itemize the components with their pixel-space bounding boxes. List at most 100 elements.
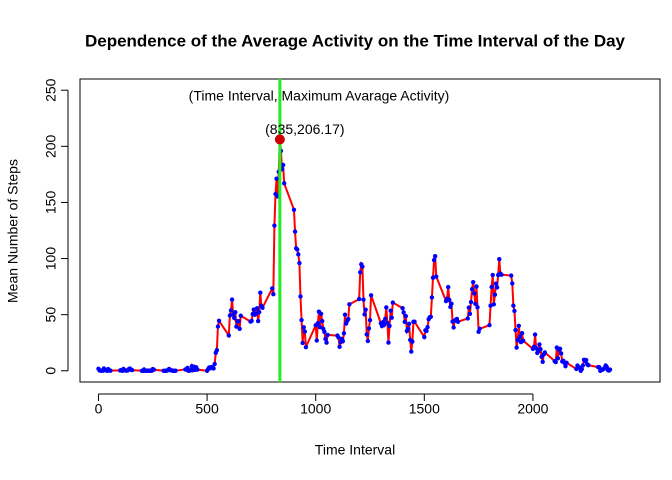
data-point [236, 319, 241, 324]
data-point [298, 294, 303, 299]
data-point [446, 284, 451, 290]
data-point [493, 281, 499, 286]
data-point [314, 338, 319, 343]
data-point [254, 306, 260, 311]
x-tick-label: 2000 [517, 401, 548, 417]
data-point [490, 272, 495, 278]
data-point [337, 344, 342, 350]
data-point [363, 307, 368, 312]
data-point [365, 338, 371, 344]
data-point [467, 311, 473, 317]
data-point [470, 279, 476, 285]
data-point [151, 367, 157, 372]
data-point [249, 318, 254, 324]
data-point [281, 181, 287, 186]
data-point [474, 284, 479, 289]
data-point [425, 324, 430, 330]
data-point [325, 332, 330, 338]
data-point [515, 337, 520, 343]
data-point [387, 323, 392, 329]
data-point [341, 331, 347, 336]
data-point [361, 297, 366, 302]
y-axis-label: Mean Number of Steps [5, 159, 21, 303]
data-point [466, 305, 472, 310]
data-point [555, 356, 561, 361]
data-point [346, 316, 351, 322]
data-point [557, 346, 563, 352]
data-point [323, 336, 328, 342]
data-point [497, 256, 502, 262]
x-tick-label: 0 [95, 401, 103, 417]
data-point [580, 363, 586, 368]
data-point [429, 295, 435, 300]
data-point [216, 318, 222, 324]
data-point [469, 286, 475, 292]
data-point [295, 247, 300, 252]
data-point [447, 297, 452, 303]
data-point [364, 332, 369, 337]
data-point [533, 345, 539, 351]
data-point [292, 229, 298, 234]
data-point [318, 311, 324, 316]
y-tick-label: 150 [43, 191, 59, 215]
data-point [315, 320, 321, 326]
data-point [564, 360, 569, 366]
data-point [428, 314, 434, 319]
data-point [272, 223, 277, 228]
data-point [237, 326, 242, 332]
data-point [468, 299, 474, 305]
data-point [299, 317, 304, 323]
data-point [553, 359, 558, 365]
data-point [475, 305, 480, 310]
data-point [434, 274, 439, 279]
data-point [586, 362, 591, 368]
data-point [257, 309, 262, 315]
x-tick-label: 500 [195, 401, 219, 417]
data-point [517, 334, 523, 340]
data-point [406, 321, 412, 327]
data-point [173, 368, 178, 373]
data-point [360, 264, 365, 269]
data-point [558, 351, 564, 356]
data-point [362, 312, 367, 317]
data-point [195, 367, 200, 372]
data-point [228, 308, 234, 313]
chart-title: Dependence of the Average Activity on th… [85, 31, 626, 50]
data-point [212, 361, 217, 367]
data-point [405, 326, 411, 331]
data-point [385, 320, 390, 326]
data-point [368, 293, 374, 298]
x-tick-label: 1000 [300, 401, 331, 417]
y-tick-label: 200 [43, 134, 59, 158]
data-point [255, 318, 261, 324]
data-point [516, 323, 522, 329]
data-point [410, 339, 415, 344]
y-tick-label: 250 [43, 78, 59, 102]
data-point [270, 286, 275, 291]
data-point [389, 315, 394, 320]
data-point [384, 305, 389, 310]
data-point [400, 306, 405, 311]
data-point [260, 305, 265, 310]
data-point [271, 292, 276, 297]
data-point [465, 316, 470, 321]
data-point [367, 318, 373, 323]
data-point [510, 281, 515, 286]
data-point [473, 301, 478, 307]
data-point [258, 290, 263, 295]
data-point [324, 340, 329, 345]
data-point [108, 368, 113, 373]
data-point [300, 340, 305, 346]
data-point [537, 342, 542, 347]
data-point [455, 319, 461, 324]
data-point [274, 176, 279, 181]
data-point [322, 329, 327, 335]
plot-box [79, 78, 661, 383]
data-point [472, 291, 477, 296]
data-point [538, 346, 543, 352]
data-point [234, 324, 239, 329]
data-point [238, 313, 243, 318]
data-point [403, 313, 409, 319]
data-point [303, 344, 309, 350]
data-point [540, 359, 545, 364]
